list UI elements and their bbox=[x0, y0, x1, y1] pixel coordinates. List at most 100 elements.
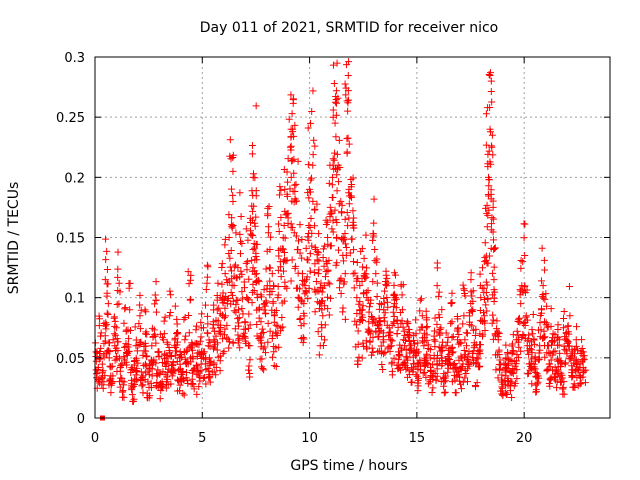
data-point bbox=[97, 344, 105, 352]
data-point bbox=[160, 330, 168, 338]
data-point bbox=[308, 107, 316, 115]
x-tick-label: 15 bbox=[409, 431, 426, 446]
data-point bbox=[223, 334, 231, 342]
data-point bbox=[345, 58, 353, 66]
data-point bbox=[536, 346, 544, 354]
data-point bbox=[321, 336, 329, 344]
data-point bbox=[287, 91, 295, 99]
data-point bbox=[559, 324, 567, 332]
data-point bbox=[275, 220, 283, 228]
data-point bbox=[416, 296, 424, 304]
data-point bbox=[199, 374, 207, 382]
data-point bbox=[315, 230, 323, 238]
data-point bbox=[277, 214, 285, 222]
data-point bbox=[332, 133, 340, 141]
data-point bbox=[319, 254, 327, 262]
data-point bbox=[510, 357, 518, 365]
data-point bbox=[489, 151, 497, 159]
data-point bbox=[359, 313, 367, 321]
data-point bbox=[495, 329, 503, 337]
data-point bbox=[266, 327, 274, 335]
data-point bbox=[534, 378, 542, 386]
data-point bbox=[199, 349, 207, 357]
data-point bbox=[424, 359, 432, 367]
data-point bbox=[152, 308, 160, 316]
data-point bbox=[461, 292, 469, 300]
data-point bbox=[114, 248, 122, 256]
data-point bbox=[362, 343, 370, 351]
data-point bbox=[558, 374, 566, 382]
data-point bbox=[581, 379, 589, 387]
data-point bbox=[491, 244, 499, 252]
data-point bbox=[349, 174, 357, 182]
data-point bbox=[426, 354, 434, 362]
data-point bbox=[438, 343, 446, 351]
y-tick-label: 0.2 bbox=[64, 171, 85, 186]
data-point bbox=[468, 322, 476, 330]
data-point bbox=[464, 352, 472, 360]
data-point bbox=[422, 373, 430, 381]
data-point bbox=[303, 273, 311, 281]
data-point bbox=[119, 387, 127, 395]
data-point bbox=[133, 376, 141, 384]
data-point bbox=[482, 204, 490, 212]
data-point bbox=[536, 319, 544, 327]
data-point bbox=[547, 341, 555, 349]
data-point bbox=[216, 367, 224, 375]
data-point bbox=[397, 366, 405, 374]
data-point bbox=[315, 287, 323, 295]
data-point bbox=[329, 61, 337, 69]
data-point bbox=[355, 353, 363, 361]
data-point bbox=[564, 338, 572, 346]
data-point bbox=[252, 187, 260, 195]
data-point bbox=[531, 340, 539, 348]
data-point bbox=[188, 375, 196, 383]
data-point bbox=[521, 252, 529, 260]
data-point bbox=[424, 341, 432, 349]
data-point bbox=[541, 353, 549, 361]
data-point bbox=[381, 317, 389, 325]
data-point bbox=[197, 318, 205, 326]
data-point bbox=[560, 315, 568, 323]
data-point bbox=[308, 174, 316, 182]
data-point bbox=[437, 347, 445, 355]
data-point bbox=[325, 256, 333, 264]
data-point bbox=[551, 347, 559, 355]
data-point bbox=[423, 359, 431, 367]
data-point bbox=[189, 380, 197, 388]
data-point bbox=[314, 328, 322, 336]
data-point bbox=[384, 343, 392, 351]
data-point bbox=[172, 347, 180, 355]
data-point bbox=[292, 232, 300, 240]
data-point bbox=[578, 345, 586, 353]
data-point bbox=[370, 219, 378, 227]
data-point bbox=[353, 310, 361, 318]
data-point bbox=[333, 218, 341, 226]
data-point bbox=[253, 270, 261, 278]
data-point bbox=[468, 292, 476, 300]
data-point bbox=[310, 136, 318, 144]
data-point bbox=[229, 198, 237, 206]
data-point bbox=[152, 339, 160, 347]
data-point bbox=[137, 375, 145, 383]
data-point bbox=[230, 263, 238, 271]
data-point bbox=[248, 150, 256, 158]
data-point bbox=[319, 312, 327, 320]
data-point bbox=[288, 224, 296, 232]
data-point bbox=[388, 371, 396, 379]
data-point bbox=[275, 227, 283, 235]
data-point bbox=[185, 312, 193, 320]
data-point bbox=[449, 333, 457, 341]
data-point bbox=[304, 124, 312, 132]
data-point bbox=[557, 357, 565, 365]
data-point bbox=[287, 220, 295, 228]
data-point bbox=[495, 361, 503, 369]
data-point bbox=[333, 187, 341, 195]
data-point bbox=[151, 332, 159, 340]
data-point bbox=[107, 389, 115, 397]
data-point bbox=[346, 249, 354, 257]
data-point bbox=[521, 289, 529, 297]
y-tick-label: 0.1 bbox=[64, 292, 85, 307]
data-point bbox=[167, 291, 175, 299]
data-point bbox=[228, 291, 236, 299]
